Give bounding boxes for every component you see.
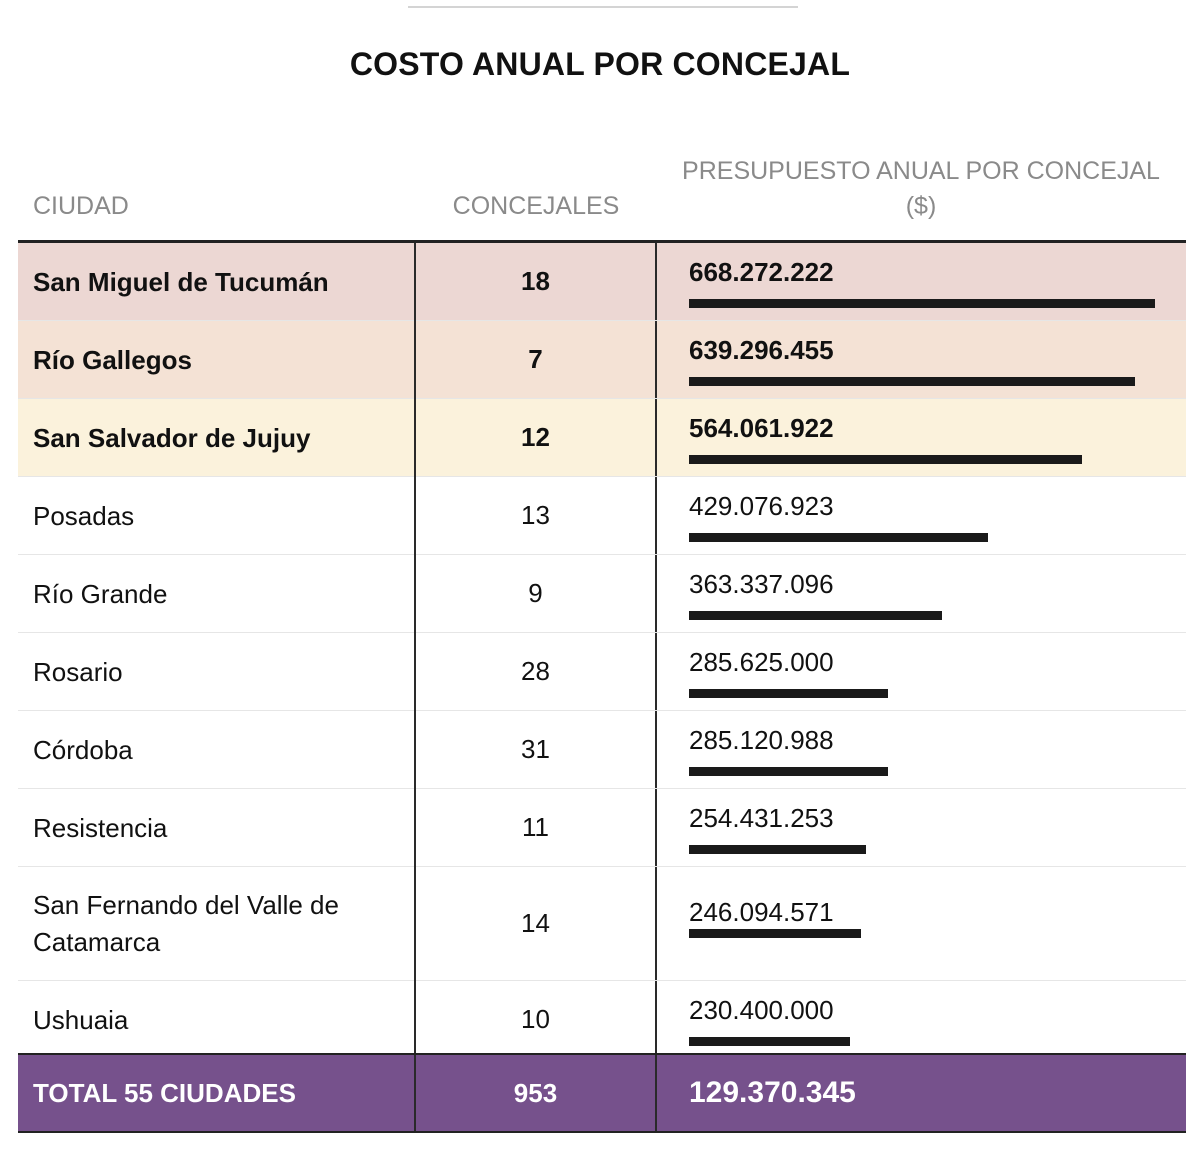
city-cell: Resistencia [18,789,416,867]
total-row: TOTAL 55 CIUDADES 953 129.370.345 [18,1053,1186,1133]
councillors-cell: 7 [416,321,657,398]
budget-bar [689,377,1135,386]
budget-bar [689,299,1155,308]
budget-cell: 639.296.455 [657,321,1186,398]
city-cell: San Fernando del Valle de Catamarca [18,867,416,981]
total-budget: 129.370.345 [689,1076,856,1109]
councillors-cell: 28 [416,633,657,710]
budget-cell: 429.076.923 [657,477,1186,554]
city-cell: San Salvador de Jujuy [18,399,416,477]
city-cell: Posadas [18,477,416,555]
budget-value-label: 639.296.455 [689,335,834,365]
table-row: Río Gallegos 7 639.296.455 [18,321,1186,399]
chart-title: COSTO ANUAL POR CONCEJAL [349,46,851,82]
budget-bar [689,845,866,854]
budget-bar [689,455,1082,464]
budget-value-label: 230.400.000 [689,995,834,1025]
budget-cell: 285.120.988 [657,711,1186,788]
budget-bar [689,1037,850,1046]
city-cell: Rosario [18,633,416,711]
budget-value-label: 285.120.988 [689,725,834,755]
city-cell: Córdoba [18,711,416,789]
table-body: San Miguel de Tucumán 18 668.272.222 Río Ga… [18,240,1186,1059]
table-row: San Salvador de Jujuy 12 564.061.922 [18,399,1186,477]
councillors-cell: 12 [416,399,657,476]
budget-cell: 246.094.571 [657,867,1186,980]
table-row: Córdoba 31 285.120.988 [18,711,1186,789]
budget-cell: 564.061.922 [657,399,1186,476]
councillors-cell: 14 [416,867,657,980]
budget-value-label: 363.337.096 [689,569,834,599]
top-divider [408,6,798,8]
table-row: Posadas 13 429.076.923 [18,477,1186,555]
councillors-cell: 9 [416,555,657,632]
budget-cell: 668.272.222 [657,243,1186,320]
councillors-cell: 11 [416,789,657,866]
header-budget-line1: PRESUPUESTO ANUAL POR CONCEJAL [682,157,1160,185]
table-header: CIUDAD CONCEJALES PRESUPUESTO ANUAL POR … [18,150,1186,240]
budget-value-label: 246.094.571 [689,897,834,927]
header-budget: PRESUPUESTO ANUAL POR CONCEJAL ($) [676,154,1166,224]
table-row: Río Grande 9 363.337.096 [18,555,1186,633]
city-cell: San Miguel de Tucumán [18,243,416,321]
budget-value-label: 254.431.253 [689,803,834,833]
budget-value-label: 285.625.000 [689,647,834,677]
table-row: San Miguel de Tucumán 18 668.272.222 [18,243,1186,321]
header-city: CIUDAD [33,192,129,220]
budget-cell: 254.431.253 [657,789,1186,866]
councillors-cell: 18 [416,243,657,320]
total-councillors: 953 [416,1055,657,1131]
budget-bar [689,611,942,620]
budget-bar [689,689,888,698]
councillors-cell: 13 [416,477,657,554]
city-cell: Ushuaia [18,981,416,1059]
budget-cell: 363.337.096 [657,555,1186,632]
header-councillors: CONCEJALES [452,192,620,220]
header-budget-line2: ($) [905,192,937,220]
city-cell: Río Grande [18,555,416,633]
budget-cell: 230.400.000 [657,981,1186,1058]
table-row: Resistencia 11 254.431.253 [18,789,1186,867]
city-cell: Río Gallegos [18,321,416,399]
table-row: San Fernando del Valle de Catamarca 14 246… [18,867,1186,981]
total-city: TOTAL 55 CIUDADES [18,1055,416,1131]
councillors-cell: 31 [416,711,657,788]
budget-bar [689,533,988,542]
budget-value-label: 564.061.922 [689,413,834,443]
councillors-cell: 10 [416,981,657,1058]
budget-bar [689,767,888,776]
table-row: Rosario 28 285.625.000 [18,633,1186,711]
table-row: Ushuaia 10 230.400.000 [18,981,1186,1059]
budget-value-label: 668.272.222 [689,257,834,287]
budget-cell: 285.625.000 [657,633,1186,710]
budget-value-label: 429.076.923 [689,491,834,521]
budget-bar [689,929,861,938]
